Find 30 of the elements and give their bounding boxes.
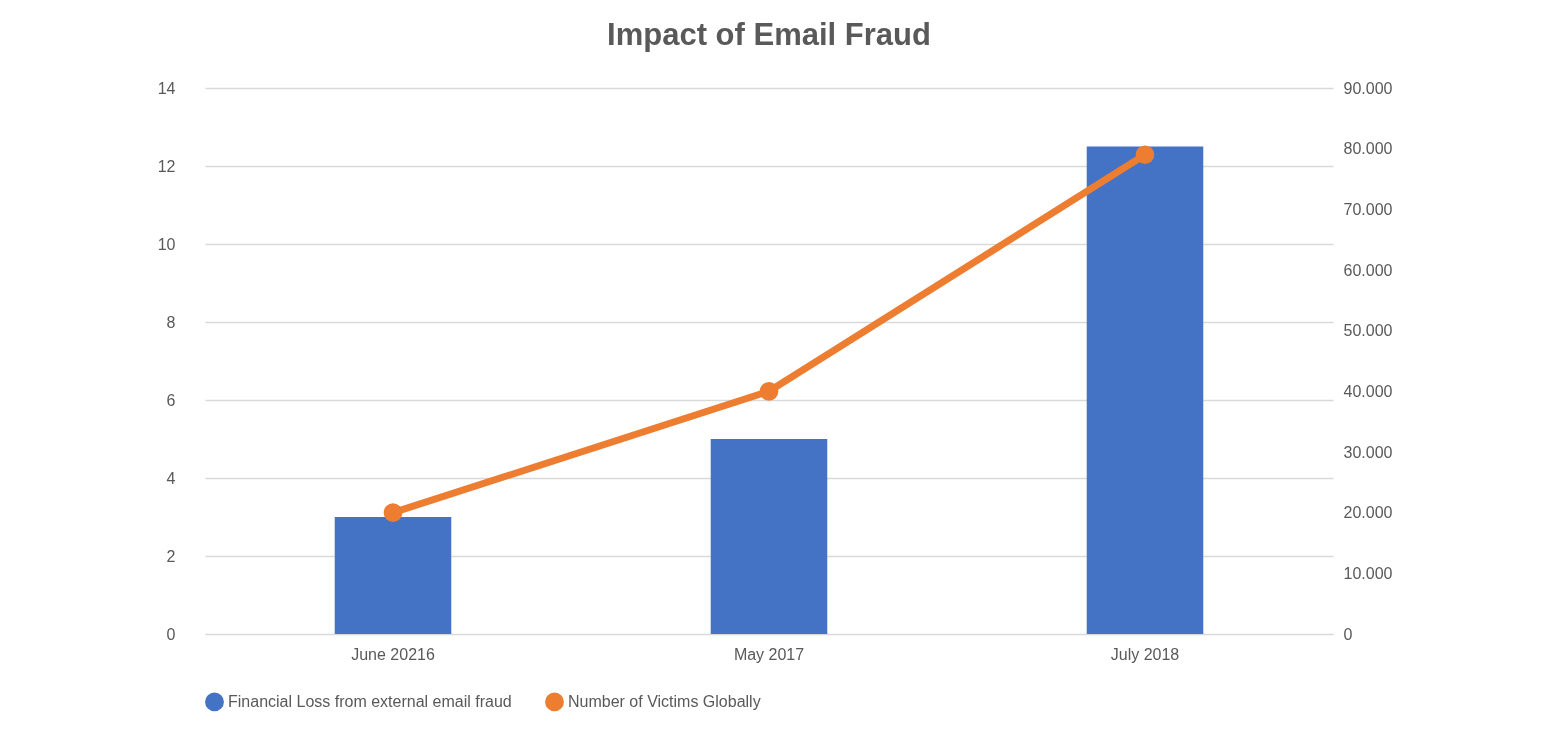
y2-tick-label: 50.000 [1343, 322, 1393, 340]
y-tick-label: 4 [166, 469, 176, 487]
chart-title: Impact of Email Fraud [607, 17, 931, 52]
bar [1086, 146, 1204, 634]
y-tick-label: 0 [166, 625, 176, 643]
y2-tick-label: 40.000 [1343, 382, 1393, 400]
x-tick-label: July 2018 [1110, 645, 1180, 663]
y2-tick-label: 70.000 [1343, 200, 1393, 218]
legend-label: Number of Victims Globally [568, 692, 761, 710]
y-tick-label: 10 [157, 235, 176, 253]
y-tick-label: 14 [157, 79, 176, 97]
y2-tick-label: 0 [1343, 625, 1353, 643]
y2-tick-label: 10.000 [1343, 564, 1393, 582]
point [759, 382, 779, 401]
y2-tick-label: 90.000 [1343, 79, 1393, 97]
bar [334, 517, 452, 634]
y-tick-label: 8 [166, 313, 176, 331]
y2-tick-label: 60.000 [1343, 261, 1393, 279]
y-tick-label: 6 [166, 391, 176, 409]
y-tick-label: 12 [157, 157, 176, 175]
y2-tick-label: 80.000 [1343, 140, 1393, 158]
y2-tick-label: 20.000 [1343, 504, 1393, 522]
x-tick-label: June 20216 [351, 645, 435, 663]
x-tick-label: May 2017 [733, 645, 805, 663]
y-tick-label: 2 [166, 547, 176, 565]
bar [710, 439, 828, 634]
legend-label: Financial Loss from external email fraud [228, 692, 512, 710]
point [383, 503, 403, 522]
y2-tick-label: 30.000 [1343, 443, 1393, 461]
point [1135, 145, 1155, 165]
